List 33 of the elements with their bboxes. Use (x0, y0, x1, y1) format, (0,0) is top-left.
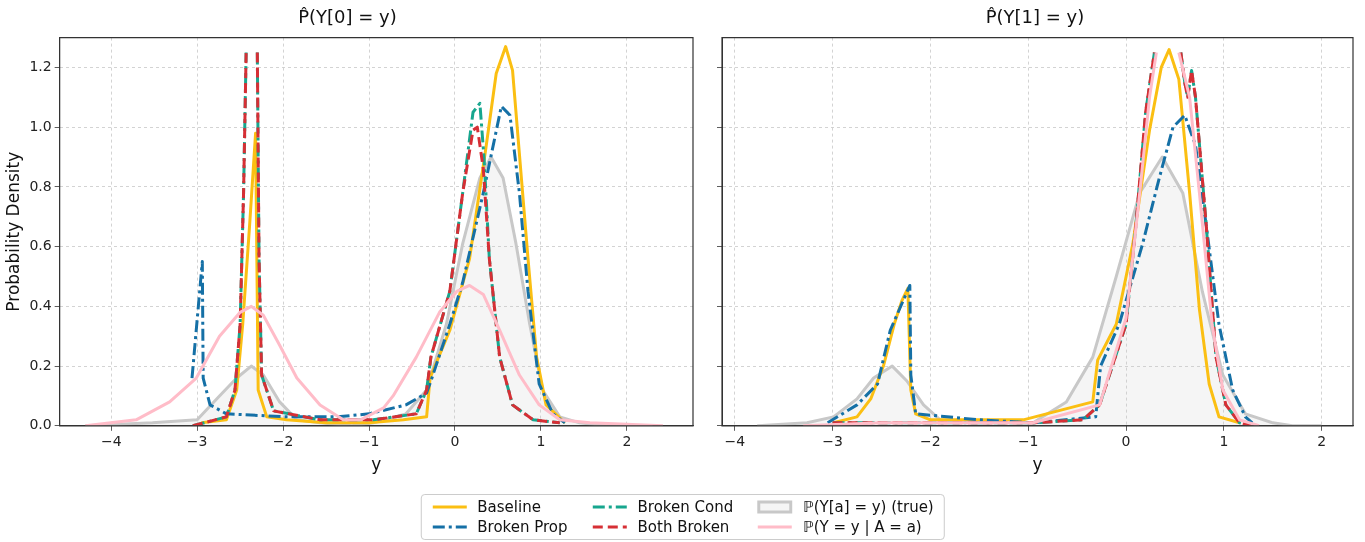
legend-label: ℙ(Y[a] = y) (true) (803, 498, 934, 516)
x-axis-title: y (371, 454, 382, 475)
x-tick-label: 2 (622, 432, 632, 449)
chart-title: P̂(Y[0] = y) (298, 6, 397, 28)
x-tick-label: 2 (1317, 432, 1327, 449)
x-tick-label: −2 (272, 432, 294, 449)
legend-label: Broken Cond (637, 498, 734, 516)
y-tick-label: 1.0 (29, 117, 52, 134)
legend-label: Both Broken (637, 518, 730, 536)
x-tick-label: 1 (1219, 432, 1229, 449)
x-tick-label: 1 (536, 432, 546, 449)
x-tick-label: 0 (1121, 432, 1131, 449)
y-tick-label: 0.6 (29, 237, 52, 254)
x-tick-label: −4 (100, 432, 122, 449)
x-tick-label: 0 (450, 432, 460, 449)
x-tick-label: −3 (822, 432, 843, 449)
line-series (190, 104, 567, 425)
y-tick-label: 1.2 (29, 58, 52, 75)
y-tick-label: 0.8 (29, 177, 52, 194)
x-tick-label: −2 (920, 432, 941, 449)
legend-label: Baseline (477, 498, 541, 516)
x-tick-label: −1 (358, 432, 380, 449)
x-tick-label: −4 (724, 432, 746, 449)
y-tick-label: 0.2 (29, 356, 52, 373)
y-axis-title: Probability Density (2, 151, 23, 312)
y-tick-label: 0.0 (29, 416, 52, 433)
x-tick-label: −3 (186, 432, 208, 449)
legend-label: ℙ(Y = y | A = a) (803, 518, 922, 536)
y-tick-label: 0.4 (29, 296, 52, 313)
chart-title: P̂(Y[1] = y) (985, 6, 1085, 28)
legend-label: Broken Prop (477, 518, 568, 536)
x-tick-label: −1 (1017, 432, 1039, 449)
x-axis-title: y (1032, 454, 1043, 475)
